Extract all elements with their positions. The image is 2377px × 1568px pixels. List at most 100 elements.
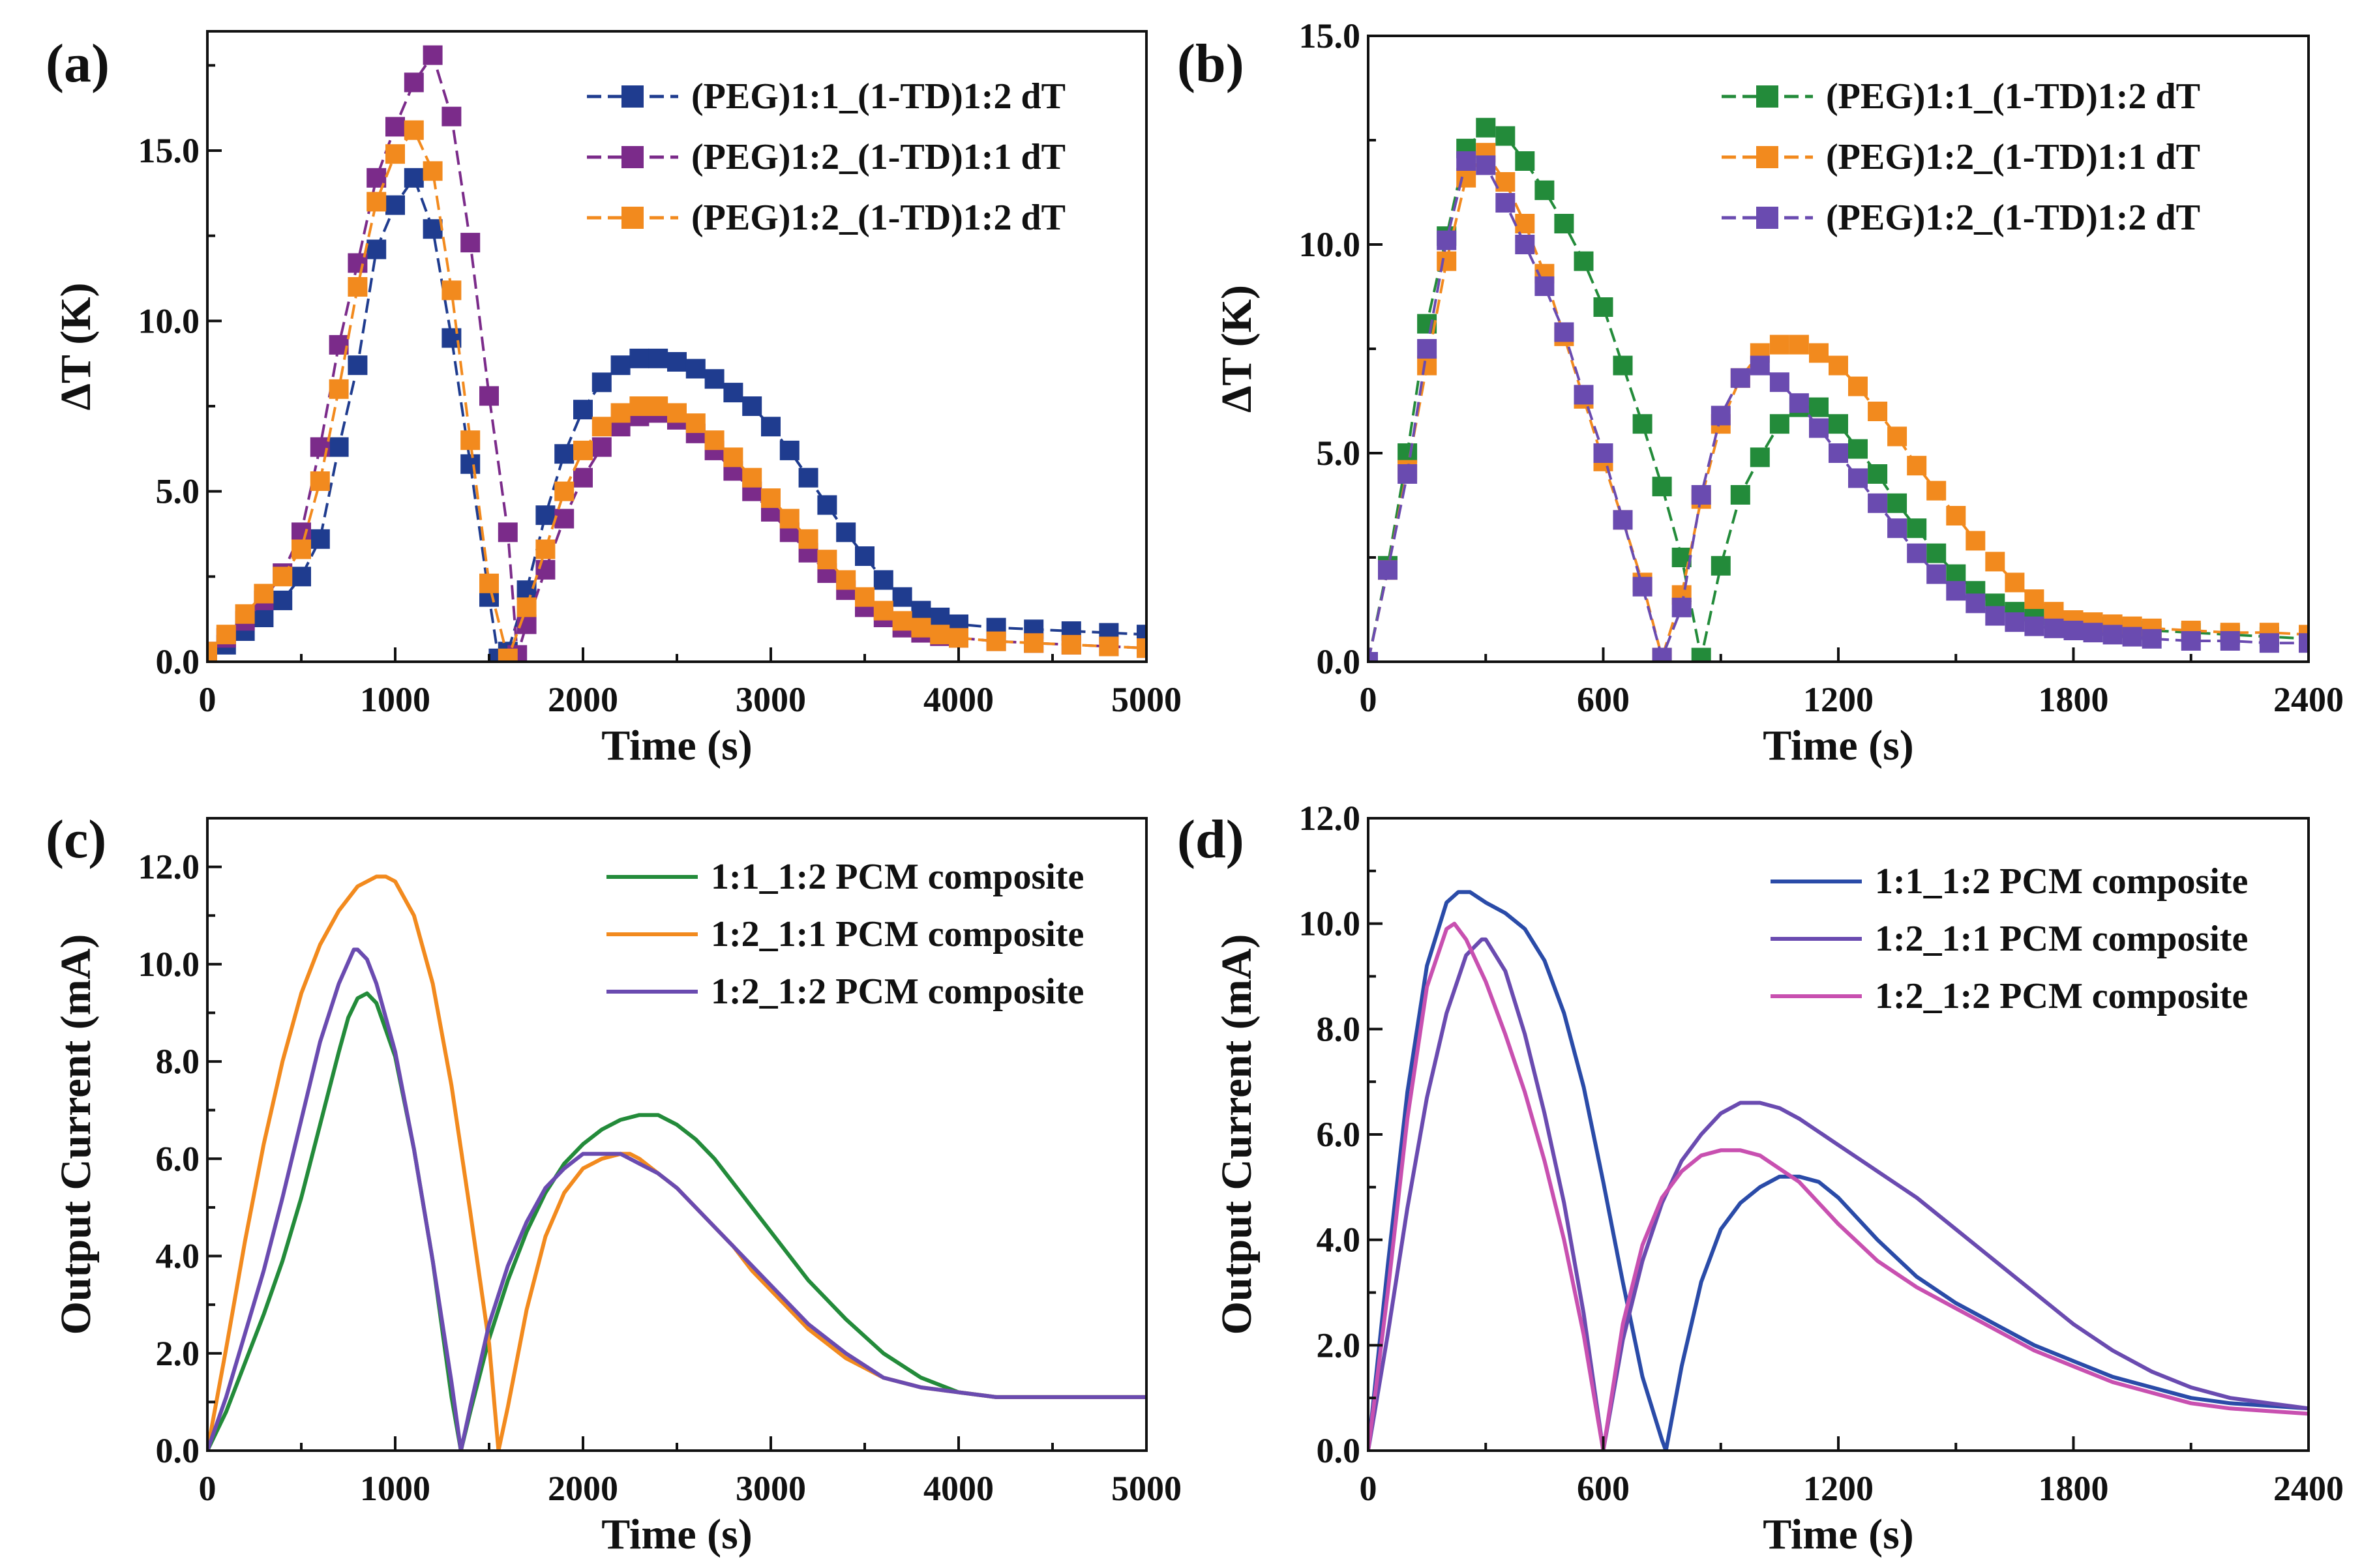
legend-item: 1:2_1:2 PCM composite bbox=[1771, 976, 2248, 1016]
data-point bbox=[441, 280, 462, 301]
data-point bbox=[1769, 414, 1789, 434]
data-point bbox=[1848, 376, 1868, 396]
panel-label: (c) bbox=[46, 809, 106, 870]
data-point bbox=[1099, 636, 1119, 657]
legend-marker bbox=[1756, 146, 1778, 168]
y-tick-label: 10.0 bbox=[138, 301, 200, 340]
data-point bbox=[591, 437, 612, 457]
data-point bbox=[1946, 506, 1966, 525]
data-point bbox=[2005, 572, 2025, 593]
x-tick-label: 0 bbox=[199, 680, 217, 719]
data-point bbox=[723, 447, 743, 467]
data-point bbox=[1534, 276, 1555, 296]
data-point bbox=[1868, 493, 1888, 513]
legend-item: 1:2_1:1 PCM composite bbox=[606, 914, 1084, 954]
data-point bbox=[1829, 355, 1848, 376]
data-point bbox=[2044, 618, 2064, 638]
data-point bbox=[1476, 155, 1496, 175]
series-line bbox=[207, 947, 1146, 1451]
data-point bbox=[1652, 647, 1672, 662]
data-point bbox=[1671, 597, 1692, 617]
x-tick-label: 5000 bbox=[1111, 680, 1182, 719]
data-point bbox=[855, 546, 875, 566]
data-point bbox=[2024, 616, 2044, 636]
legend-item: (PEG)1:2_(1-TD)1:2 dT bbox=[1722, 198, 2200, 238]
x-tick-label: 1000 bbox=[360, 680, 430, 719]
series-line bbox=[207, 176, 1146, 660]
data-point bbox=[441, 106, 462, 126]
legend-marker bbox=[1756, 207, 1778, 229]
y-tick-label: 10.0 bbox=[138, 945, 200, 984]
x-tick-label: 1000 bbox=[360, 1469, 430, 1508]
y-tick-label: 12.0 bbox=[1299, 799, 1361, 838]
data-point bbox=[1495, 193, 1516, 213]
data-point bbox=[1907, 543, 1927, 563]
data-point bbox=[479, 386, 499, 406]
data-point bbox=[1966, 531, 1986, 551]
data-point bbox=[2299, 633, 2309, 653]
data-point bbox=[1809, 418, 1829, 438]
data-point bbox=[1907, 518, 1927, 539]
y-tick-label: 0.0 bbox=[1317, 1431, 1361, 1470]
data-point bbox=[207, 642, 217, 662]
y-axis-label: Output Current (mA) bbox=[52, 934, 100, 1335]
data-point bbox=[798, 467, 818, 488]
data-point bbox=[892, 611, 912, 631]
data-point bbox=[930, 625, 950, 645]
data-point bbox=[2181, 631, 2201, 651]
data-point bbox=[404, 72, 424, 93]
data-point bbox=[1985, 606, 2005, 626]
y-tick-label: 4.0 bbox=[1317, 1220, 1361, 1260]
data-point bbox=[1887, 518, 1907, 539]
legend-item: 1:2_1:2 PCM composite bbox=[606, 971, 1084, 1012]
data-point bbox=[535, 559, 556, 580]
y-tick-label: 10.0 bbox=[1299, 904, 1361, 943]
series-peg-1-2-1-td-1-2-dt bbox=[207, 120, 1146, 662]
data-point bbox=[310, 471, 330, 491]
data-point bbox=[235, 604, 255, 624]
x-tick-label: 0 bbox=[1360, 680, 1377, 719]
data-point bbox=[254, 584, 274, 604]
series-line bbox=[1368, 890, 2309, 1451]
data-point bbox=[1868, 402, 1888, 421]
plot-frame bbox=[206, 817, 1148, 1452]
panel-b: (b) 0 600 1200 1800 2400 0.0 5.0 10.0 15.0 Time (s… bbox=[1177, 16, 2344, 769]
data-point bbox=[2102, 625, 2123, 645]
y-tick-label: 0.0 bbox=[156, 1431, 200, 1470]
data-point bbox=[817, 495, 837, 515]
data-point bbox=[986, 631, 1006, 651]
y-tick-label: 0.0 bbox=[156, 642, 200, 681]
data-point bbox=[1887, 493, 1907, 513]
data-point bbox=[573, 440, 593, 460]
data-point bbox=[1593, 297, 1613, 317]
panel-label: (a) bbox=[46, 33, 110, 94]
legend-item: 1:1_1:2 PCM composite bbox=[606, 857, 1084, 897]
legend-label: (PEG)1:2_(1-TD)1:1 dT bbox=[691, 137, 1066, 177]
data-point bbox=[798, 529, 818, 549]
data-point bbox=[1809, 343, 1829, 363]
data-point bbox=[1985, 552, 2005, 572]
x-tick-label: 0 bbox=[199, 1469, 217, 1508]
data-point bbox=[1061, 634, 1081, 655]
legend-marker bbox=[1756, 85, 1778, 108]
y-tick-label: 0.0 bbox=[1317, 642, 1361, 681]
data-point bbox=[1632, 576, 1652, 597]
legend-item: 1:2_1:1 PCM composite bbox=[1771, 919, 2248, 959]
data-point bbox=[742, 467, 762, 488]
data-point bbox=[460, 454, 481, 474]
x-tick-label: 3000 bbox=[736, 1469, 806, 1508]
legend-label: 1:1_1:2 PCM composite bbox=[1875, 861, 2248, 902]
data-point bbox=[1515, 214, 1535, 233]
y-tick-label: 12.0 bbox=[138, 848, 200, 887]
data-point bbox=[479, 573, 499, 593]
data-point bbox=[2122, 627, 2142, 647]
y-tick-label: 2.0 bbox=[156, 1334, 200, 1373]
data-point bbox=[1769, 334, 1789, 355]
y-tick-label: 5.0 bbox=[1317, 434, 1361, 473]
y-tick-label: 8.0 bbox=[1317, 1009, 1361, 1048]
data-point bbox=[554, 444, 575, 464]
x-axis-label: Time (s) bbox=[601, 722, 753, 769]
series-1-2-1-2-pcm-composite bbox=[207, 947, 1146, 1451]
data-point bbox=[1907, 456, 1927, 476]
y-tick-label: 4.0 bbox=[156, 1237, 200, 1276]
